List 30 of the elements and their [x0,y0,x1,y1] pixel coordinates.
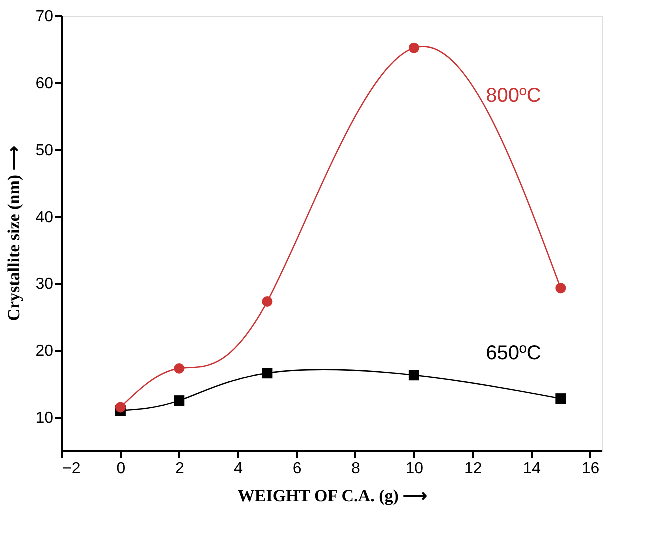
point [174,363,185,374]
y-tick-label: 50 [36,142,54,160]
point [262,296,273,307]
y-tick-label: 10 [36,410,54,428]
x-tick-label: 16 [582,460,600,478]
y-tick-label: 60 [36,75,54,92]
point [174,396,185,406]
x-tick-label: 10 [406,460,424,478]
x-tick-label: 2 [175,460,184,478]
y-tick-label: 20 [36,343,54,360]
point [262,368,273,379]
point [115,402,126,413]
x-tick-label: −2 [62,460,81,478]
point [556,283,566,294]
series-label: 800ºC [486,85,542,108]
series-label: 650ºC [486,342,542,364]
point [408,42,420,54]
y-axis-title: Crystallite size (nm) ⟶ [4,146,24,322]
x-tick-label: 4 [234,460,244,478]
x-tick-label: 8 [352,460,361,478]
y-tick-label: 40 [36,209,54,226]
x-tick-label: 12 [464,460,482,478]
x-tick-label: 6 [292,460,302,478]
point [556,394,566,404]
x-tick-label: 14 [523,460,542,478]
y-tick-label: 70 [36,8,54,26]
x-tick-label: 0 [116,460,126,478]
x-axis-title: WEIGHT OF C.A. (g) ⟶ [238,486,428,506]
point [408,370,420,381]
y-tick-label: 30 [36,276,54,294]
